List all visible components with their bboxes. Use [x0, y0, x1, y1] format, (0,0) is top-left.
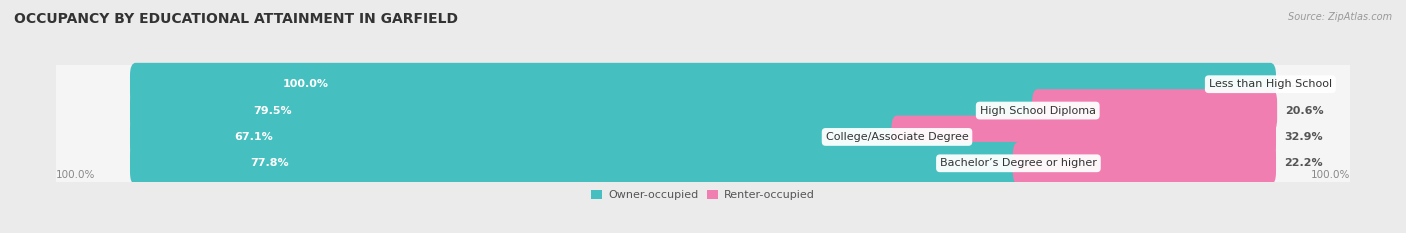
Text: 20.6%: 20.6%: [1285, 106, 1323, 116]
Text: Bachelor’s Degree or higher: Bachelor’s Degree or higher: [941, 158, 1097, 168]
FancyBboxPatch shape: [53, 65, 1353, 103]
Text: Source: ZipAtlas.com: Source: ZipAtlas.com: [1288, 12, 1392, 22]
Text: 32.9%: 32.9%: [1284, 132, 1323, 142]
FancyBboxPatch shape: [1032, 89, 1277, 132]
FancyBboxPatch shape: [129, 116, 1277, 158]
Text: 67.1%: 67.1%: [235, 132, 273, 142]
Legend: Owner-occupied, Renter-occupied: Owner-occupied, Renter-occupied: [586, 185, 820, 205]
Text: 100.0%: 100.0%: [1310, 170, 1350, 180]
FancyBboxPatch shape: [53, 144, 1353, 182]
FancyBboxPatch shape: [129, 142, 1024, 185]
FancyBboxPatch shape: [129, 116, 903, 158]
Text: 22.2%: 22.2%: [1284, 158, 1323, 168]
FancyBboxPatch shape: [129, 142, 1277, 185]
Text: 100.0%: 100.0%: [283, 79, 329, 89]
Text: 100.0%: 100.0%: [56, 170, 96, 180]
Text: 77.8%: 77.8%: [250, 158, 290, 168]
FancyBboxPatch shape: [53, 118, 1353, 156]
Text: Less than High School: Less than High School: [1209, 79, 1331, 89]
FancyBboxPatch shape: [129, 89, 1043, 132]
FancyBboxPatch shape: [129, 63, 1277, 106]
FancyBboxPatch shape: [53, 91, 1353, 130]
Text: 79.5%: 79.5%: [253, 106, 291, 116]
Text: OCCUPANCY BY EDUCATIONAL ATTAINMENT IN GARFIELD: OCCUPANCY BY EDUCATIONAL ATTAINMENT IN G…: [14, 12, 458, 26]
Text: College/Associate Degree: College/Associate Degree: [825, 132, 969, 142]
FancyBboxPatch shape: [891, 116, 1277, 158]
Text: High School Diploma: High School Diploma: [980, 106, 1095, 116]
FancyBboxPatch shape: [129, 63, 1277, 106]
FancyBboxPatch shape: [1012, 142, 1277, 185]
Text: 0.0%: 0.0%: [1284, 79, 1315, 89]
FancyBboxPatch shape: [129, 89, 1277, 132]
